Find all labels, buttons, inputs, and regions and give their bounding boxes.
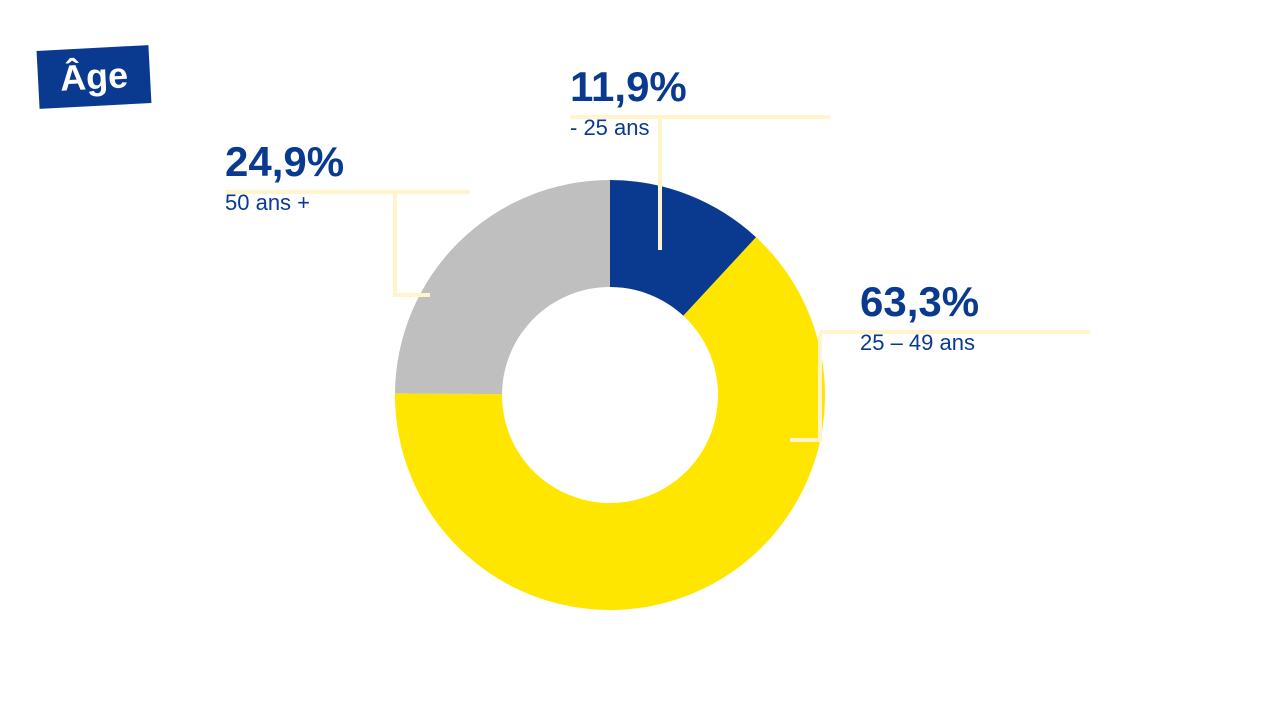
label-25to49: 63,3%25 – 49 ans (860, 280, 979, 356)
percent-under25: 11,9% (570, 65, 687, 109)
underline-50plus (225, 190, 470, 194)
label-50plus: 24,9%50 ans + (225, 140, 344, 216)
leader-50plus (395, 193, 430, 295)
age-donut-chart: 11,9%- 25 ans 63,3%25 – 49 ans 24,9%50 ans… (0, 0, 1280, 720)
percent-25to49: 63,3% (860, 280, 979, 324)
underline-under25 (570, 115, 830, 119)
label-under25: 11,9%- 25 ans (570, 65, 687, 141)
percent-50plus: 24,9% (225, 140, 344, 184)
underline-25to49 (820, 330, 1090, 334)
slice-50plus (395, 180, 610, 394)
